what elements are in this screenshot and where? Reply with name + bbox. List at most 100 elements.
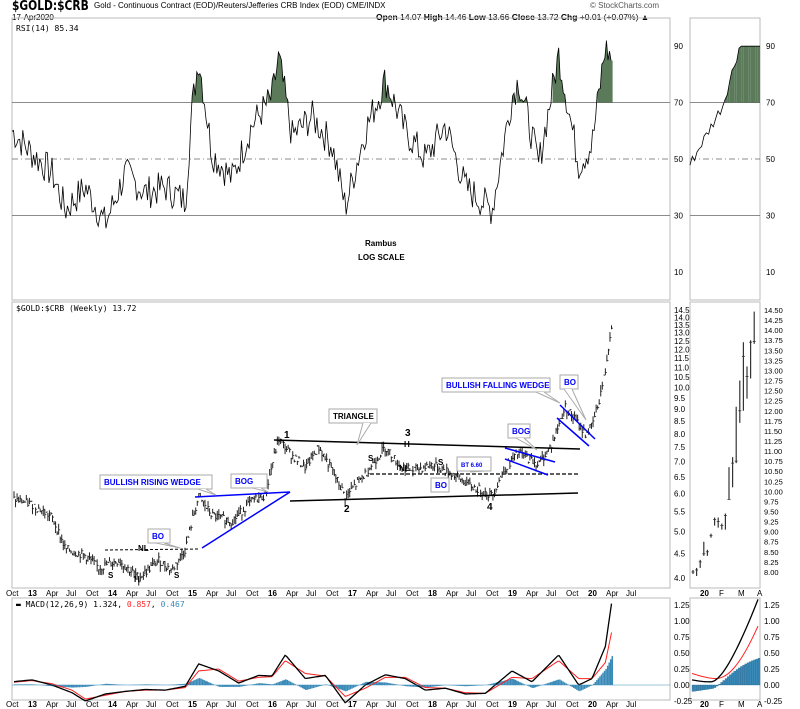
macd-histogram-bar <box>292 683 295 685</box>
price-daily-tick-label: 13.00 <box>764 366 783 375</box>
macd-histogram-bar <box>217 685 219 687</box>
macd-daily-histogram-bar <box>713 684 717 688</box>
macd-histogram-bar <box>596 680 598 685</box>
annotation-label: BO <box>564 378 576 387</box>
signal-value: 0.857 <box>126 600 151 609</box>
time-axis-label: Apr <box>526 589 539 598</box>
macd-histogram-bar <box>245 685 247 686</box>
macd-tick-label: -0.25 <box>674 697 693 706</box>
low-label: Low <box>468 12 486 22</box>
rsi-tick-label: 70 <box>674 99 683 108</box>
time-axis-label: Jul <box>306 700 316 709</box>
macd-daily-histogram-bar <box>742 665 745 686</box>
macd-histogram-bar <box>275 682 278 685</box>
macd-daily-histogram-bar <box>698 684 701 691</box>
macd-histogram-bar <box>553 681 555 685</box>
macd-histogram-bar <box>411 685 413 687</box>
macd-daily-histogram-bar <box>724 678 728 686</box>
daily-axis-label: 20 <box>700 589 709 598</box>
macd-histogram-bar <box>223 685 225 687</box>
macd-histogram-bar <box>574 685 577 689</box>
macd-histogram-bar <box>298 685 301 687</box>
macd-histogram-bar <box>419 685 421 688</box>
macd-histogram-bar <box>415 685 418 687</box>
macd-daily-histogram-bar <box>707 684 710 690</box>
macd-histogram-bar <box>580 685 583 691</box>
macd-histogram-bar <box>206 681 208 685</box>
annotation-callout: BULLISH FALLING WEDGE <box>441 377 561 404</box>
wedge-upper <box>194 491 291 498</box>
macd-histogram-bar <box>86 685 88 687</box>
macd-histogram-bar <box>375 682 378 685</box>
daily-axis-label: F <box>719 589 724 598</box>
time-axis-label: 14 <box>108 700 117 709</box>
macd-histogram-bar <box>460 685 463 686</box>
price-daily-tick-label: 9.50 <box>764 508 779 517</box>
annotation-box <box>430 477 450 493</box>
macd-histogram-bar <box>345 685 347 692</box>
price-tick-label: 8.0 <box>674 430 686 439</box>
macd-daily-histogram-bar <box>749 661 752 686</box>
rsi-overbought-fill <box>192 40 613 103</box>
time-axis-label: Apr <box>46 589 59 598</box>
macd-histogram-bar <box>562 681 564 685</box>
macd-histogram-bar <box>494 682 496 685</box>
macd-daily-histogram-bar <box>722 680 725 686</box>
macd-histogram-bar <box>609 659 612 685</box>
macd-histogram-bar <box>343 685 346 691</box>
macd-histogram-bar <box>106 683 108 685</box>
macd-daily-histogram-bar <box>738 667 741 686</box>
macd-histogram-bar <box>215 685 218 686</box>
time-axis-label: Apr <box>606 589 619 598</box>
time-axis-label: 19 <box>508 589 517 598</box>
small-wedge-upper <box>504 447 556 463</box>
macd-histogram-bar <box>314 685 316 688</box>
small-wedge-lower <box>504 458 549 476</box>
macd-histogram-bar <box>532 685 535 688</box>
macd-histogram-bar <box>363 682 366 685</box>
macd-histogram-bar <box>192 680 195 685</box>
macd-histogram-bar <box>588 685 590 687</box>
macd-histogram-bar <box>426 685 429 688</box>
macd-histogram-bar <box>266 683 269 685</box>
macd-histogram-bar <box>503 680 506 685</box>
macd-histogram-bar <box>235 685 238 687</box>
time-axis-label: 20 <box>588 589 597 598</box>
rambus-label: Rambus <box>365 239 397 248</box>
macd-histogram-bar <box>195 679 198 685</box>
macd-histogram-bar <box>605 668 607 685</box>
macd-histogram-bar <box>204 680 207 685</box>
macd-histogram-bar <box>201 679 204 685</box>
macd-histogram-bar <box>17 684 19 685</box>
macd-histogram-bar <box>335 685 338 689</box>
macd-histogram-bar <box>369 681 372 685</box>
falling-wedge-upper <box>559 404 596 440</box>
time-axis-label: Oct <box>566 700 579 709</box>
time-axis-label: Apr <box>606 700 619 709</box>
annotation-label: BO <box>152 532 164 541</box>
macd-daily-histogram-bar <box>702 684 706 690</box>
macd-histogram-bar <box>283 679 285 685</box>
time-axis-label: Jul <box>466 700 476 709</box>
macd-histogram-bar <box>278 681 281 685</box>
macd-histogram-bar <box>374 682 376 685</box>
macd-histogram-bar <box>229 685 232 687</box>
price-tick-label: 7.5 <box>674 443 686 452</box>
macd-histogram-bar <box>517 681 520 685</box>
macd-histogram-bar <box>315 685 318 688</box>
rsi-tick-label: 90 <box>674 42 683 51</box>
macd-histogram-bar <box>412 685 415 687</box>
rsi-daily-fill <box>746 46 749 103</box>
macd-histogram-bar <box>20 684 22 685</box>
price-tick-label: 5.5 <box>674 508 686 517</box>
macd-histogram-bar <box>569 685 572 687</box>
macd-histogram-bar <box>420 685 423 688</box>
pattern-label: 2 <box>344 504 350 515</box>
macd-histogram-bar <box>606 665 609 685</box>
time-axis-label: Apr <box>286 589 299 598</box>
macd-daily-histogram-bar <box>733 671 736 686</box>
macd-histogram-bar <box>104 683 107 685</box>
macd-histogram-bar <box>583 685 586 689</box>
macd-histogram-bar <box>180 684 182 685</box>
time-axis-label: Jul <box>146 589 156 598</box>
